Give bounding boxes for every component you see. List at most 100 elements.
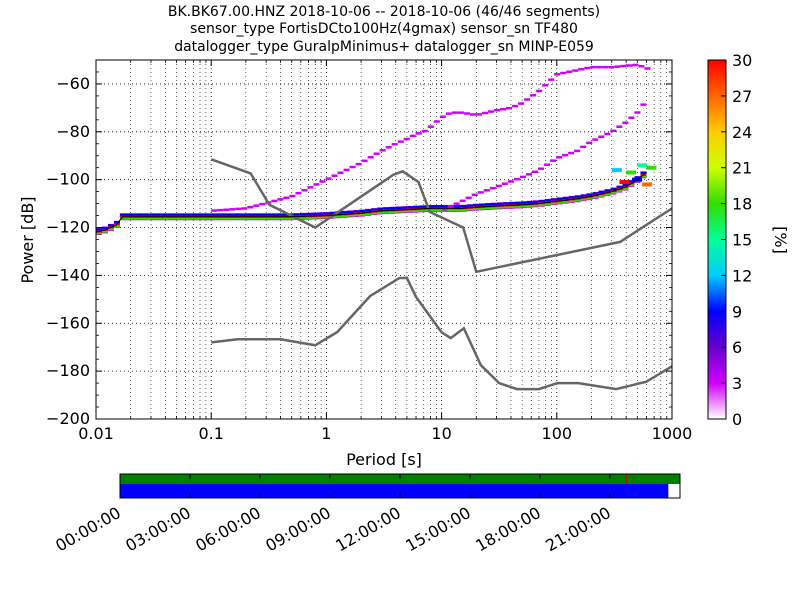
plot-frame bbox=[95, 59, 673, 420]
pdf-band-green bbox=[149, 216, 156, 220]
pdf-upper-tail bbox=[307, 186, 314, 189]
pdf-upper-tail bbox=[578, 68, 585, 71]
y-axis-label: Power [dB] bbox=[18, 196, 37, 283]
pdf-band-green bbox=[580, 197, 587, 201]
pdf-band-green bbox=[532, 203, 539, 207]
timeline-tick-label: 03:00:00 bbox=[122, 503, 194, 555]
pdf-band-green bbox=[365, 212, 372, 216]
pdf-upper-tail bbox=[608, 65, 615, 69]
pdf-upper-tail bbox=[518, 102, 525, 105]
pdf-second-tail bbox=[525, 173, 532, 176]
pdf-band-blue bbox=[562, 196, 569, 201]
pdf-band-green bbox=[179, 216, 186, 220]
pdf-upper-tail bbox=[283, 196, 290, 200]
colorbar-tick-label: 3 bbox=[732, 374, 742, 393]
pdf-band-blue bbox=[149, 213, 156, 218]
pdf-band-blue bbox=[173, 213, 180, 218]
pdf-band-green bbox=[484, 206, 491, 210]
pdf-upper-tail bbox=[536, 89, 543, 93]
pdf-upper-tail bbox=[301, 189, 308, 192]
pdf-band-blue bbox=[437, 205, 444, 210]
pdf-band-green bbox=[335, 214, 342, 218]
pdf-upper-tail bbox=[566, 70, 573, 74]
pdf-band-blue bbox=[413, 205, 420, 210]
colorbar-ticks: 0 3 6 9 12 15 18 21 24 27 30 bbox=[721, 51, 752, 429]
pdf-band-blue bbox=[586, 193, 593, 198]
pdf-second-tail bbox=[513, 177, 520, 181]
pdf-band-green bbox=[389, 209, 396, 213]
timeline-bar-used bbox=[120, 484, 669, 498]
pdf-second-tail bbox=[544, 163, 551, 166]
pdf-upper-tail bbox=[277, 198, 284, 201]
y-tick-label: −160 bbox=[46, 313, 90, 332]
pdf-cell bbox=[642, 182, 653, 187]
pdf-second-tail bbox=[604, 132, 611, 136]
pdf-upper-tail bbox=[512, 104, 519, 108]
pdf-band-blue bbox=[574, 195, 581, 200]
pdf-second-tail bbox=[441, 208, 448, 211]
pdf-upper-tail bbox=[337, 171, 344, 175]
x-tick-label: 0.01 bbox=[78, 424, 114, 443]
pdf-band-blue bbox=[484, 203, 491, 208]
pdf-upper-tail bbox=[427, 125, 434, 128]
pdf-band-blue bbox=[96, 228, 102, 233]
pdf-upper-tail bbox=[572, 69, 579, 72]
pdf-band-blue bbox=[472, 204, 479, 209]
pdf-band-blue bbox=[407, 206, 414, 211]
pdf-band-green bbox=[544, 202, 551, 206]
pdf-second-tail bbox=[568, 151, 575, 155]
pdf-band-blue bbox=[233, 213, 240, 218]
pdf-second-tail bbox=[447, 205, 454, 208]
pdf-band-green bbox=[359, 212, 366, 216]
y-tick-label: −60 bbox=[56, 74, 90, 93]
pdf-upper-tail bbox=[403, 137, 410, 141]
pdf-second-tail bbox=[586, 141, 593, 145]
pdf-second-tail bbox=[465, 196, 472, 200]
pdf-upper-tail bbox=[439, 115, 446, 119]
chart-title-line-2: sensor_type FortisDCto100Hz(4gmax) senso… bbox=[190, 21, 578, 37]
pdf-band-blue bbox=[622, 183, 629, 188]
x-tick-label: 1 bbox=[321, 424, 331, 443]
pdf-upper-tail bbox=[289, 194, 296, 198]
pdf-upper-tail bbox=[475, 113, 482, 116]
pdf-upper-tail bbox=[644, 67, 651, 70]
pdf-band-green bbox=[437, 208, 444, 212]
colorbar-tick-label: 24 bbox=[732, 123, 752, 142]
timeline-tick-label: 18:00:00 bbox=[472, 503, 544, 555]
pdf-upper-tail bbox=[457, 111, 464, 114]
pdf-band-green bbox=[125, 216, 132, 220]
pdf-band-blue bbox=[161, 213, 168, 218]
pdf-second-tail bbox=[628, 116, 635, 119]
pdf-second-tail bbox=[562, 153, 569, 157]
pdf-band-green bbox=[239, 216, 246, 220]
pdf-cell bbox=[646, 165, 657, 170]
pdf-upper-tail bbox=[391, 143, 398, 146]
pdf-band-green bbox=[628, 183, 635, 187]
pdf-upper-tail bbox=[554, 73, 561, 76]
pdf-band-green bbox=[191, 216, 198, 220]
pdf-second-tail bbox=[477, 191, 484, 194]
pdf-band-green bbox=[454, 208, 461, 212]
colorbar-label: [%] bbox=[771, 226, 790, 254]
chart-title-line-3: datalogger_type GuralpMinimus+ datalogge… bbox=[174, 39, 594, 55]
pdf-band-blue bbox=[610, 187, 617, 192]
pdf-band-green bbox=[371, 211, 378, 215]
pdf-band-blue bbox=[209, 213, 216, 218]
pdf-band-blue bbox=[502, 202, 509, 207]
pdf-second-tail bbox=[537, 167, 545, 170]
pdf-band-green bbox=[508, 204, 515, 208]
pdf-band-green bbox=[478, 206, 485, 210]
pdf-band-blue bbox=[269, 213, 276, 218]
pdf-band-blue bbox=[401, 206, 408, 211]
pdf-upper-tail bbox=[343, 168, 350, 172]
colorbar-tick-label: 27 bbox=[732, 87, 752, 106]
pdf-band-green bbox=[496, 205, 503, 209]
noise-model-low bbox=[211, 276, 672, 391]
pdf-upper-tail bbox=[433, 120, 440, 123]
pdf-band-green bbox=[574, 198, 581, 202]
pdf-band-green bbox=[341, 214, 348, 218]
pdf-upper-tail bbox=[596, 65, 603, 69]
pdf-second-tail bbox=[610, 129, 617, 133]
colorbar-tick-label: 9 bbox=[732, 302, 742, 321]
pdf-band-blue bbox=[496, 202, 503, 207]
